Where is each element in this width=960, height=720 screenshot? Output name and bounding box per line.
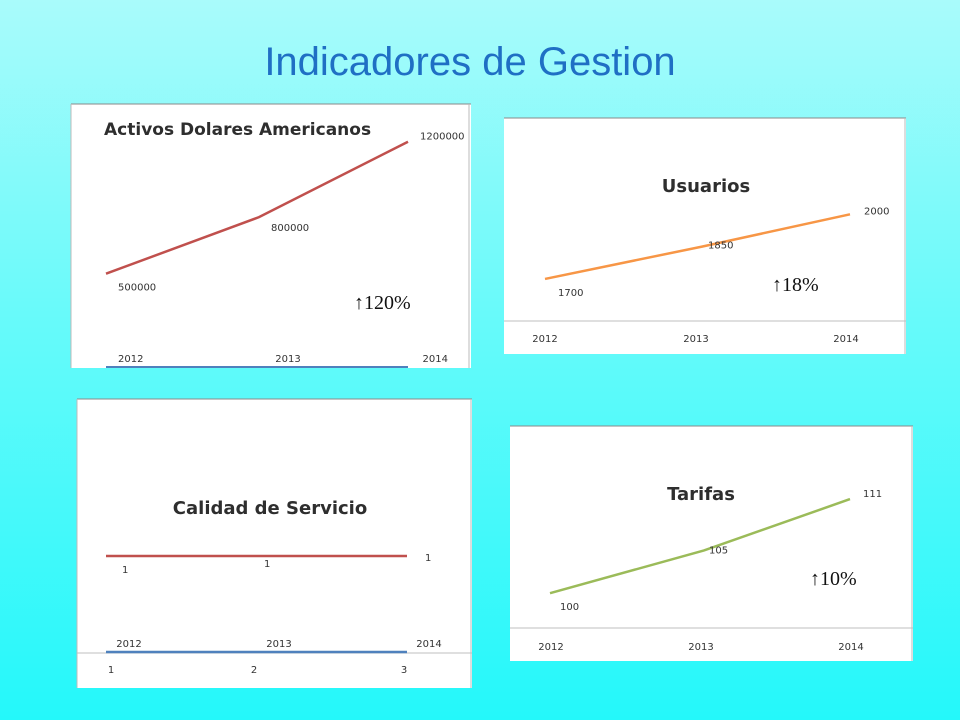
data-label: 1850 — [708, 241, 733, 252]
chart-title: Calidad de Servicio — [173, 498, 367, 519]
x-tick-label: 2013 — [688, 642, 713, 653]
x-tick-label: 2012 — [118, 354, 143, 365]
chart-tarifas: Tarifas 100 105 111 2012 2013 2014 — [510, 425, 913, 661]
chart-panel-activos: Activos Dolares Americanos 500000 800000 1… — [70, 103, 471, 368]
series-line — [105, 140, 409, 275]
slide-title: Indicadores de Gestion — [264, 40, 676, 84]
series-line — [544, 213, 851, 281]
growth-annotation: ↑120% — [354, 292, 411, 314]
data-label: 1 — [264, 559, 270, 570]
data-label: 2000 — [864, 206, 889, 217]
growth-annotation: ↑10% — [810, 568, 857, 590]
chart-panel-calidad: Calidad de Servicio 1 1 1 2012 2013 2014 1 2 3 — [76, 398, 472, 688]
data-label: 1 — [122, 565, 128, 576]
data-label: 1 — [425, 553, 431, 564]
x-tick-label: 2014 — [838, 642, 863, 653]
data-label: 111 — [863, 489, 882, 500]
x-tick-label-secondary: 1 — [108, 665, 114, 676]
x-tick-label: 2014 — [833, 334, 858, 345]
x-tick-label: 2013 — [275, 354, 300, 365]
series-line — [549, 497, 851, 595]
x-tick-label: 2013 — [683, 334, 708, 345]
chart-panel-tarifas: Tarifas 100 105 111 2012 2013 2014 ↑10% — [510, 425, 913, 661]
x-tick-label: 2014 — [423, 354, 448, 365]
x-tick-label-secondary: 2 — [251, 665, 257, 676]
data-label: 1200000 — [420, 132, 465, 143]
data-label: 105 — [709, 545, 728, 556]
x-tick-label: 2012 — [538, 642, 563, 653]
x-tick-label: 2012 — [532, 334, 557, 345]
chart-title: Activos Dolares Americanos — [104, 120, 371, 140]
x-tick-label-secondary: 3 — [401, 665, 407, 676]
chart-title: Usuarios — [662, 176, 750, 197]
x-tick-label: 2012 — [116, 639, 141, 650]
data-label: 100 — [560, 602, 579, 613]
data-label: 500000 — [118, 283, 156, 294]
chart-calidad: Calidad de Servicio 1 1 1 2012 2013 2014 1 2 3 — [76, 398, 472, 688]
x-tick-label: 2014 — [416, 639, 441, 650]
chart-panel-usuarios: Usuarios 1700 1850 2000 2012 2013 2014 ↑18% — [504, 117, 906, 354]
growth-annotation: ↑18% — [772, 274, 819, 296]
chart-title: Tarifas — [667, 484, 735, 505]
chart-usuarios: Usuarios 1700 1850 2000 2012 2013 2014 — [504, 117, 906, 354]
data-label: 800000 — [271, 223, 309, 234]
chart-activos: Activos Dolares Americanos 500000 800000 1… — [70, 103, 471, 368]
data-label: 1700 — [558, 288, 583, 299]
x-tick-label: 2013 — [266, 639, 291, 650]
